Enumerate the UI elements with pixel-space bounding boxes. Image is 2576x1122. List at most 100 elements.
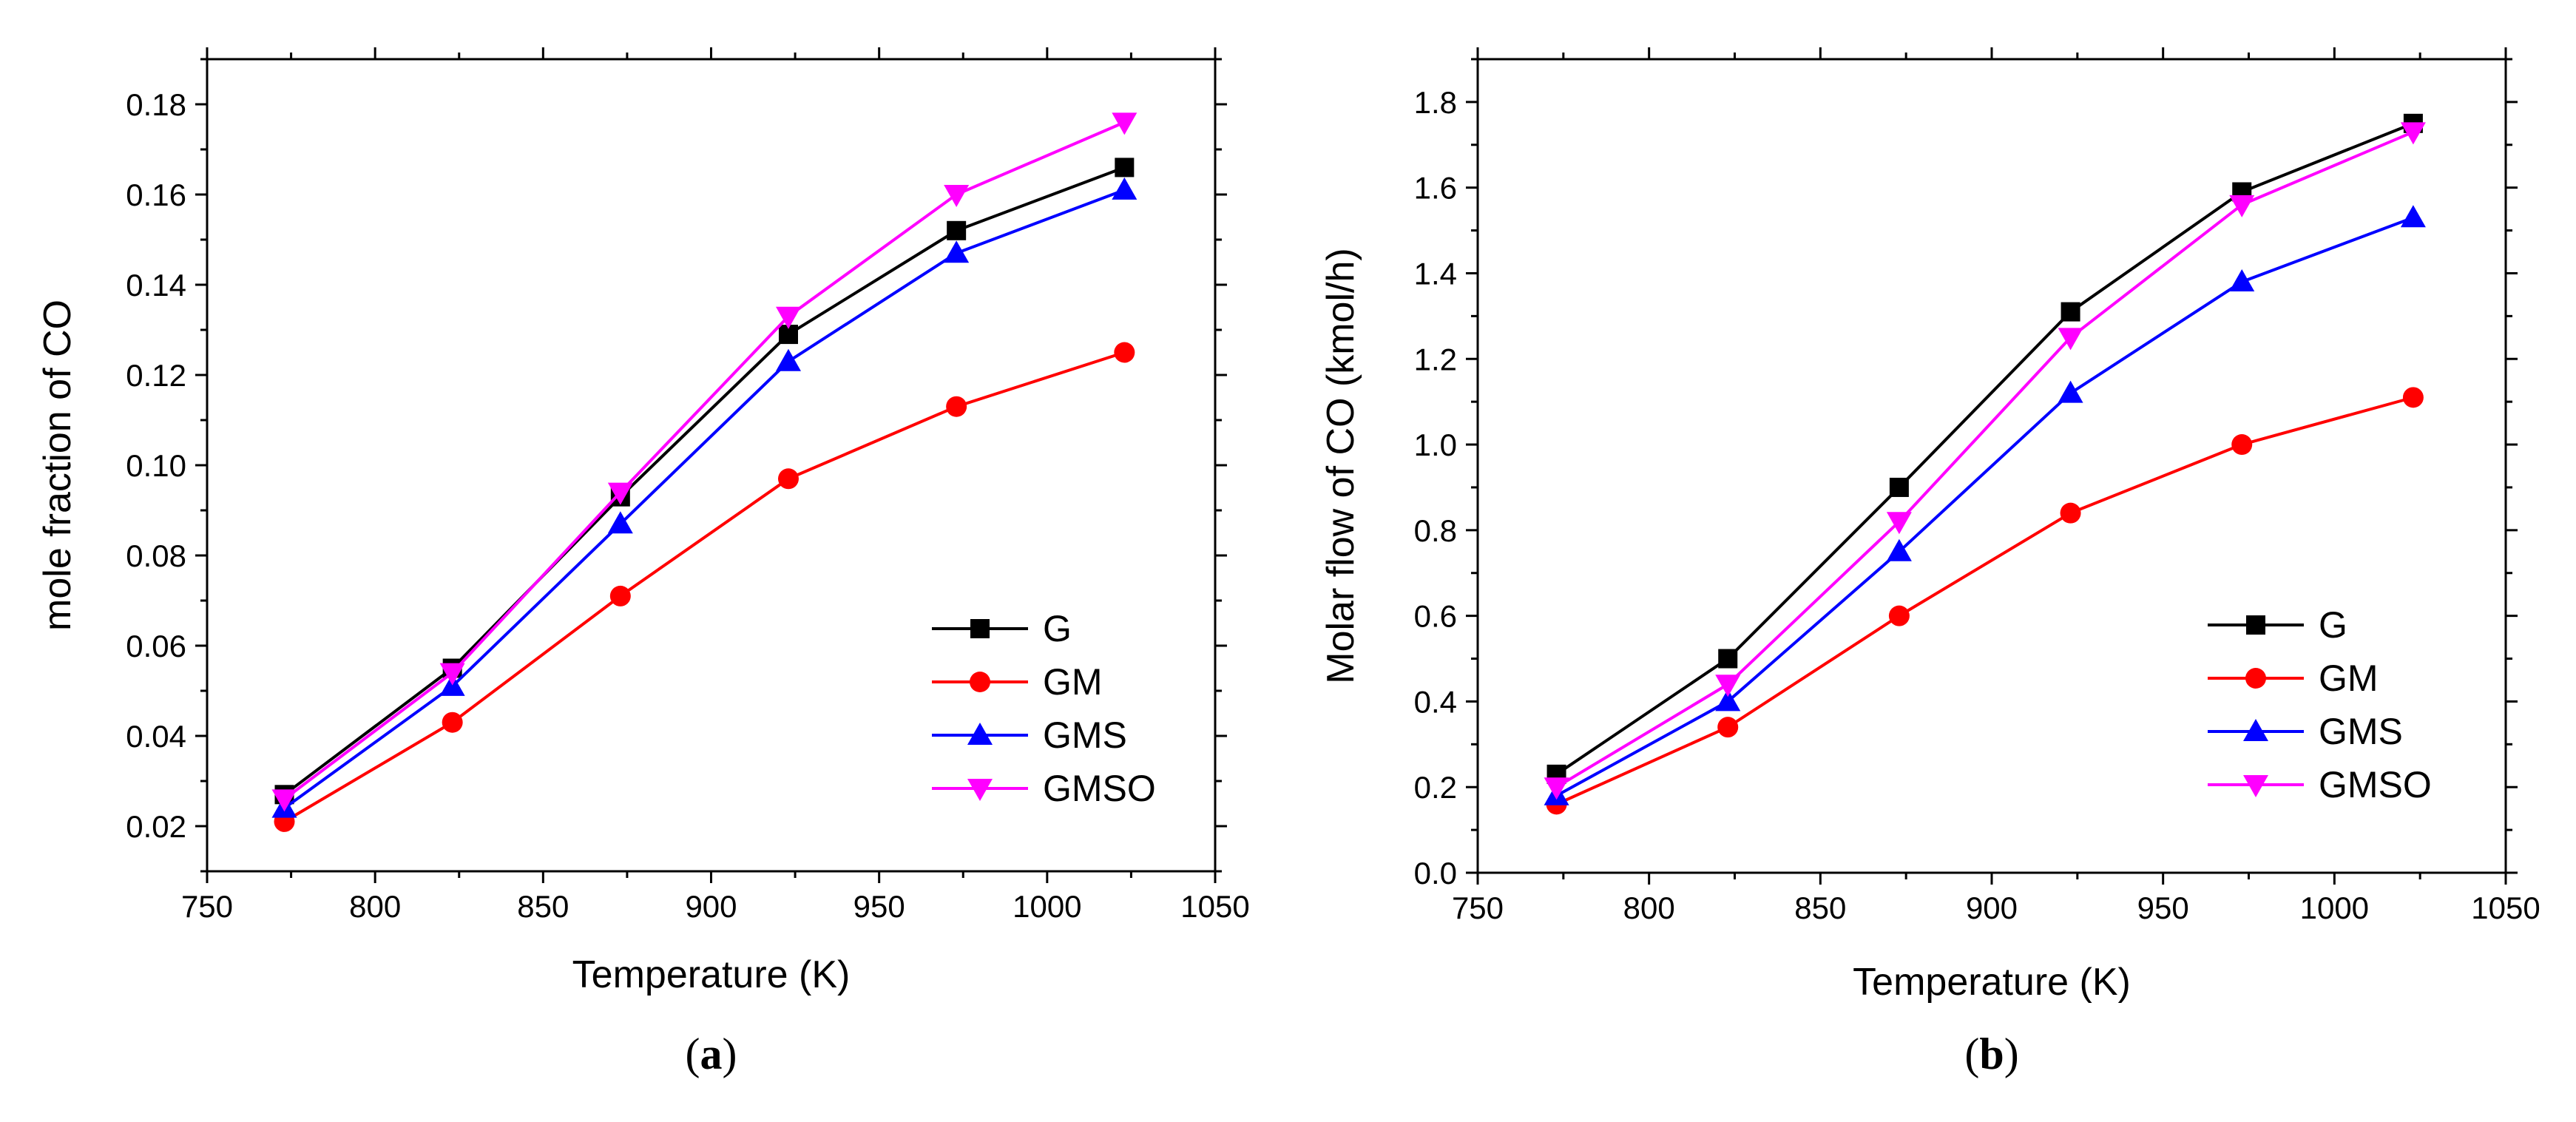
y-tick-label: 1.6 bbox=[1414, 171, 1457, 206]
legend-label: G bbox=[1043, 608, 1072, 649]
legend-marker bbox=[2243, 775, 2268, 797]
legend-marker bbox=[970, 619, 990, 638]
legend-label: GMS bbox=[1043, 714, 1127, 756]
data-point-G bbox=[1889, 477, 1909, 497]
x-tick-label: 1050 bbox=[1180, 889, 1249, 924]
x-tick-label: 750 bbox=[1452, 890, 1504, 925]
y-tick-label: 0.06 bbox=[126, 629, 186, 663]
y-tick-label: 0.14 bbox=[126, 268, 186, 303]
data-point-GM bbox=[2402, 387, 2424, 408]
y-tick-label: 0.4 bbox=[1414, 684, 1457, 719]
series-line-G bbox=[1555, 121, 2414, 776]
legend-marker bbox=[2246, 615, 2265, 635]
y-tick-label: 0.12 bbox=[126, 358, 186, 393]
x-tick-label: 800 bbox=[349, 889, 401, 924]
y-tick-label: 1.8 bbox=[1414, 85, 1457, 120]
series-G bbox=[274, 158, 1135, 805]
legend-item-G: G bbox=[2208, 604, 2347, 646]
data-point-GM bbox=[442, 712, 463, 733]
legend-label: GM bbox=[2319, 658, 2379, 699]
data-point-GMSO bbox=[2229, 195, 2255, 217]
y-tick-label: 0.04 bbox=[126, 719, 186, 754]
series-GMS bbox=[1544, 205, 2426, 805]
caption-open-paren: ( bbox=[1964, 1030, 1979, 1078]
data-point-GM bbox=[2231, 434, 2253, 456]
caption-letter: b bbox=[1979, 1030, 2004, 1078]
legend-label: GMSO bbox=[1043, 768, 1156, 809]
data-point-GMS bbox=[2229, 269, 2255, 292]
y-tick-label: 1.2 bbox=[1414, 342, 1457, 376]
legend-item-GMS: GMS bbox=[2208, 711, 2403, 752]
data-point-GMS bbox=[607, 511, 633, 534]
series-GMSO bbox=[271, 112, 1137, 812]
legend-item-GM: GM bbox=[932, 661, 1103, 703]
series-line-GMS bbox=[1555, 216, 2414, 797]
y-tick-label: 0.08 bbox=[126, 538, 186, 573]
panel-caption: (b) bbox=[1964, 1030, 2018, 1078]
x-tick-label: 1000 bbox=[2300, 890, 2369, 925]
chart-panel-a: 750 800 850 900 950 1000 1050 0.02 0.04 0.06 0.08 0… bbox=[36, 47, 1250, 1078]
x-tick-label: 1050 bbox=[2471, 890, 2540, 925]
legend-marker bbox=[967, 723, 993, 745]
legend-label: GMS bbox=[2319, 711, 2403, 752]
y-tick-label: 0.10 bbox=[126, 448, 186, 483]
series-line-GMSO bbox=[283, 121, 1126, 800]
series-G bbox=[1546, 113, 2423, 784]
x-axis-title: Temperature (K) bbox=[572, 953, 851, 996]
legend-label: G bbox=[2319, 604, 2347, 646]
data-point-GM bbox=[609, 585, 631, 606]
data-point-GM bbox=[1717, 717, 1739, 738]
data-point-G bbox=[1718, 649, 1738, 669]
x-tick-label: 1000 bbox=[1013, 889, 1081, 924]
series-line-GM bbox=[1555, 396, 2414, 806]
data-point-GMSO bbox=[775, 306, 801, 329]
y-axis-title: mole fraction of CO bbox=[36, 300, 79, 631]
x-tick-label: 900 bbox=[685, 889, 737, 924]
series-line-G bbox=[283, 166, 1126, 796]
x-tick-label: 800 bbox=[1623, 890, 1675, 925]
data-point-GMS bbox=[1886, 538, 1912, 561]
data-point-GM bbox=[2060, 502, 2081, 524]
chart-panel-b: 750 800 850 900 950 1000 1050 0.0 0.2 0.4 0.6 0.8 1.… bbox=[1319, 47, 2540, 1078]
legend-item-G: G bbox=[932, 608, 1072, 649]
data-point-GMSO bbox=[1112, 112, 1137, 135]
x-tick-label: 850 bbox=[517, 889, 569, 924]
legend: G GM GMS GMSO bbox=[932, 608, 1156, 809]
caption-open-paren: ( bbox=[686, 1030, 700, 1078]
data-point-GMSO bbox=[944, 185, 970, 207]
panel-caption: (a) bbox=[686, 1030, 737, 1078]
data-point-GMSO bbox=[607, 482, 633, 505]
series-GM bbox=[1546, 387, 2424, 815]
legend-label: GMSO bbox=[2319, 764, 2432, 805]
y-tick-label: 0.16 bbox=[126, 178, 186, 212]
y-tick-label: 0.2 bbox=[1414, 770, 1457, 805]
data-point-G bbox=[947, 220, 967, 240]
legend-marker bbox=[2245, 668, 2266, 689]
data-point-GMS bbox=[2058, 380, 2083, 403]
data-point-GM bbox=[946, 396, 967, 417]
legend-item-GM: GM bbox=[2208, 658, 2379, 699]
data-point-GMSO bbox=[2058, 328, 2083, 351]
data-point-GMSO bbox=[1544, 777, 1569, 800]
data-point-GMS bbox=[2400, 205, 2426, 228]
y-tick-label: 1.4 bbox=[1414, 256, 1457, 291]
data-point-GMS bbox=[944, 240, 970, 263]
series-line-GM bbox=[283, 351, 1125, 823]
data-point-G bbox=[1115, 158, 1135, 178]
series-line-GMS bbox=[283, 189, 1126, 810]
legend: G GM GMS GMSO bbox=[2208, 604, 2432, 805]
data-point-G bbox=[2061, 302, 2080, 322]
y-tick-label: 1.0 bbox=[1414, 427, 1457, 462]
x-tick-label: 900 bbox=[1966, 890, 2018, 925]
series-line-GMSO bbox=[1555, 130, 2414, 788]
series-GMSO bbox=[1544, 122, 2426, 800]
legend-item-GMSO: GMSO bbox=[2208, 764, 2432, 805]
caption-close-paren: ) bbox=[2004, 1030, 2019, 1078]
legend-marker bbox=[970, 672, 990, 692]
x-tick-label: 850 bbox=[1794, 890, 1846, 925]
data-point-GMSO bbox=[271, 789, 297, 812]
data-point-GMS bbox=[775, 348, 801, 371]
legend-marker bbox=[2243, 719, 2268, 741]
caption-close-paren: ) bbox=[723, 1030, 737, 1078]
x-tick-label: 950 bbox=[853, 889, 905, 924]
